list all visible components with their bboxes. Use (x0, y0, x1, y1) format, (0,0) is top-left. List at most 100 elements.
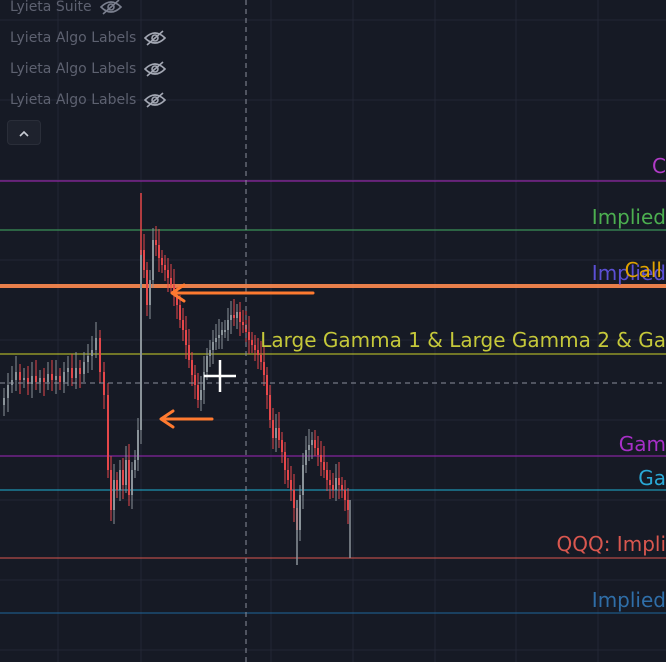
candle-body (55, 376, 57, 380)
candle-body (254, 345, 256, 350)
candle-body (239, 312, 241, 322)
candle-body (152, 240, 154, 280)
candle-body (251, 340, 253, 345)
eye-off-icon[interactable] (144, 61, 167, 77)
level-lines (0, 180, 666, 614)
candle-body (87, 356, 89, 362)
candle-body (110, 470, 112, 510)
candle-body (185, 330, 187, 345)
candle-body (170, 278, 172, 285)
candle-body (317, 448, 319, 455)
candle-body (230, 315, 232, 320)
candle-body (137, 430, 139, 460)
legend-row[interactable]: Lyieta Suite (10, 0, 122, 18)
arrow-head (170, 283, 186, 303)
candle-body (206, 356, 208, 372)
annotation-arrows (159, 283, 315, 429)
candle-body (47, 374, 49, 382)
candle-body (212, 342, 214, 350)
eye-off-icon[interactable] (99, 0, 122, 15)
candle-body (275, 428, 277, 438)
candle-body (227, 320, 229, 330)
legend-label: Lyieta Algo Labels (10, 61, 137, 77)
candle-body (335, 478, 337, 490)
chevron-up-icon (18, 123, 30, 142)
candle-body (257, 350, 259, 355)
candle-body (308, 445, 310, 450)
candle-body (311, 440, 313, 445)
candle-body (203, 372, 205, 390)
eye-off-icon[interactable] (144, 30, 167, 46)
candle-body (116, 480, 118, 490)
candle-body (155, 240, 157, 245)
candle-body (83, 362, 85, 374)
candle-body (27, 378, 29, 384)
candle-body (31, 376, 33, 384)
level-label-gamma-purple: Gam (618, 432, 666, 456)
candle-body (71, 368, 73, 378)
candle-body (194, 375, 196, 385)
legend-label: Lyieta Suite (10, 0, 92, 15)
candle-body (281, 440, 283, 452)
candle-body (182, 320, 184, 330)
candle-body (242, 322, 244, 325)
level-label-gamma-blue: Ga (638, 466, 666, 490)
legend-row[interactable]: Lyieta Algo Labels (10, 89, 167, 111)
candle-body (119, 470, 121, 490)
candle-body (314, 440, 316, 448)
candle-body (91, 350, 93, 356)
candle-body (200, 390, 202, 400)
candle-body (131, 470, 133, 495)
candle-body (39, 378, 41, 382)
candle-body (146, 270, 148, 305)
candle-body (272, 420, 274, 438)
candle-body (323, 462, 325, 470)
indicator-legend: Lyieta Suite Lyieta Algo Labels Lyieta A… (10, 0, 210, 120)
candle-body (191, 360, 193, 375)
legend-row[interactable]: Lyieta Algo Labels (10, 27, 167, 49)
candle-body (326, 470, 328, 480)
candle-body (197, 385, 199, 400)
candle-body (7, 385, 9, 398)
candle-body (320, 455, 322, 462)
candle-body (43, 378, 45, 382)
legend-row[interactable]: Lyieta Algo Labels (10, 58, 167, 80)
candle-body (59, 376, 61, 382)
level-label-implied-green: Implied (591, 205, 666, 229)
candle-body (95, 338, 97, 350)
candle-body (164, 265, 166, 270)
candle-body (329, 480, 331, 485)
candle-body (293, 490, 295, 508)
candle-body (15, 372, 17, 380)
candle-body (188, 345, 190, 360)
candle-body (260, 355, 262, 362)
candle-body (128, 460, 130, 495)
candle-body (287, 470, 289, 480)
candle-body (215, 338, 217, 342)
candle-body (221, 330, 223, 335)
candle-body (218, 335, 220, 338)
candle-body (341, 485, 343, 490)
candle-body (332, 485, 334, 490)
level-label-implied-purple: Implied (591, 261, 666, 285)
candle-body (75, 368, 77, 378)
candle-body (3, 398, 5, 405)
candle-body (290, 480, 292, 490)
candle-body (107, 395, 109, 470)
candle-body (338, 478, 340, 485)
candle-body (224, 330, 226, 332)
level-label-qqq-implied: QQQ: Impli (556, 532, 666, 556)
legend-collapse-button[interactable] (7, 120, 41, 145)
candle-body (51, 374, 53, 380)
candle-body (305, 450, 307, 465)
eye-off-icon[interactable] (144, 92, 167, 108)
candle-body (344, 490, 346, 500)
candle-body (248, 332, 250, 340)
candle-body (140, 250, 142, 430)
candle-body (79, 368, 81, 374)
candle-body (347, 500, 349, 510)
candle-body (125, 460, 127, 485)
candle-body (35, 376, 37, 382)
